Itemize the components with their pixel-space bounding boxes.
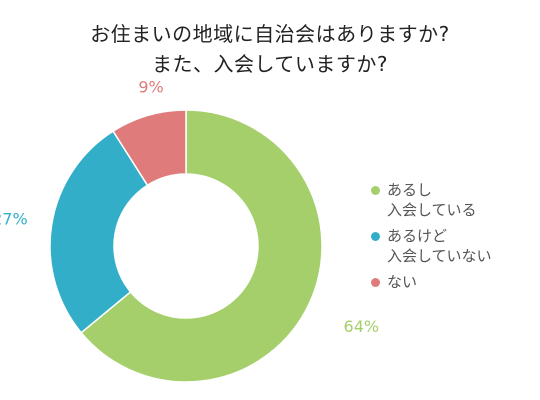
legend-dot-icon — [371, 232, 380, 241]
legend-item-yes-member: あるし 入会している — [371, 180, 492, 220]
legend: あるし 入会している あるけど 入会していない ない — [371, 180, 492, 298]
legend-dot-icon — [371, 186, 380, 195]
legend-item-none: ない — [371, 272, 492, 292]
slice-none — [112, 109, 187, 187]
chart-title-line-2: また、入会していますか? — [151, 52, 388, 76]
data-label-9: 9% — [138, 78, 163, 97]
legend-label: あるし 入会している — [387, 181, 477, 219]
chart-title-line-1: お住まいの地域に自治会はありますか? — [90, 22, 450, 46]
slice-yes-member — [80, 109, 323, 383]
legend-dot-icon — [371, 278, 380, 287]
data-label-64: 64% — [344, 317, 380, 336]
legend-label: ない — [387, 273, 418, 291]
slice-yes-not-member — [49, 130, 149, 334]
data-label-27: 27% — [0, 209, 28, 228]
legend-item-yes-not-member: あるけど 入会していない — [371, 226, 492, 266]
legend-label: あるけど 入会していない — [387, 227, 492, 265]
